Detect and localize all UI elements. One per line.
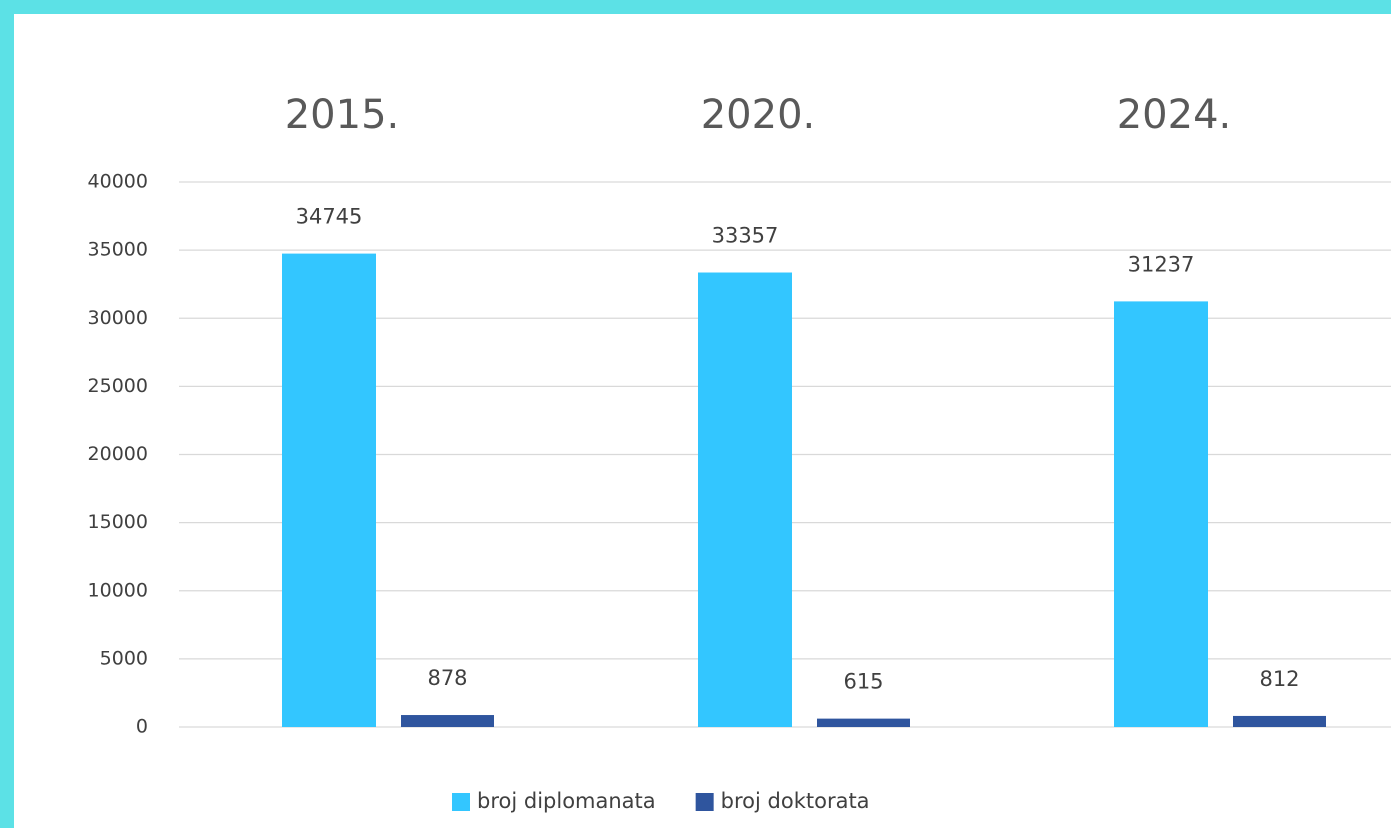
y-tick-label: 25000 xyxy=(88,375,148,397)
bar xyxy=(1114,301,1208,727)
category-label: 2020. xyxy=(701,92,816,138)
bar xyxy=(282,253,376,728)
y-tick-label: 30000 xyxy=(88,307,148,329)
bar xyxy=(698,272,792,727)
data-label: 33357 xyxy=(712,224,779,248)
legend-label: broj doktorata xyxy=(721,789,870,813)
y-tick-label: 20000 xyxy=(88,443,148,465)
legend-swatch xyxy=(452,793,470,811)
y-tick-label: 35000 xyxy=(88,239,148,261)
bar xyxy=(817,718,910,727)
y-tick-label: 0 xyxy=(136,716,148,738)
data-label: 34745 xyxy=(296,205,363,229)
legend-label: broj diplomanata xyxy=(477,789,656,813)
data-label: 878 xyxy=(427,666,467,690)
data-label: 812 xyxy=(1259,667,1299,691)
category-label: 2024. xyxy=(1117,92,1232,138)
y-tick-label: 10000 xyxy=(88,579,148,601)
y-tick-label: 5000 xyxy=(100,647,148,669)
legend-swatch xyxy=(695,793,714,811)
category-label: 2015. xyxy=(285,92,400,138)
data-label: 615 xyxy=(843,670,883,694)
bar xyxy=(401,715,494,727)
y-tick-label: 15000 xyxy=(88,511,148,533)
data-label: 31237 xyxy=(1128,252,1195,276)
bar xyxy=(1233,715,1326,727)
y-tick-label: 40000 xyxy=(88,171,148,193)
